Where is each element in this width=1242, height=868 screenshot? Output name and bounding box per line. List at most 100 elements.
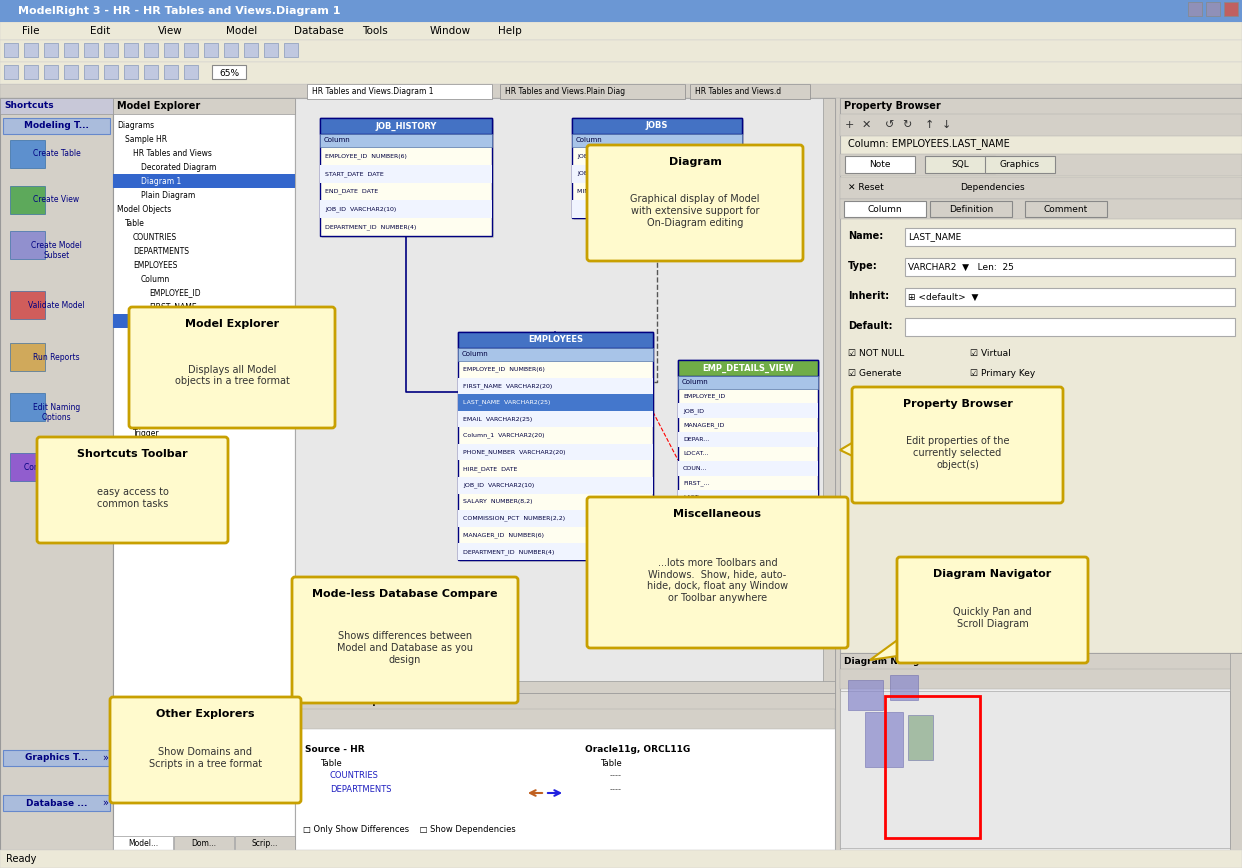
FancyBboxPatch shape [573, 118, 741, 218]
FancyBboxPatch shape [840, 98, 1242, 114]
Text: Name:: Name: [848, 231, 883, 241]
Text: HR Tables and Views.d: HR Tables and Views.d [696, 87, 781, 95]
Text: HR Tables and Views: HR Tables and Views [133, 148, 212, 157]
FancyBboxPatch shape [307, 84, 492, 99]
FancyBboxPatch shape [174, 836, 233, 850]
FancyBboxPatch shape [296, 709, 835, 729]
Text: DEPAR...: DEPAR... [683, 538, 709, 543]
Text: Graphical display of Model
with extensive support for
On-Diagram editing: Graphical display of Model with extensiv… [630, 194, 760, 227]
Text: Default:: Default: [848, 321, 893, 331]
FancyBboxPatch shape [144, 43, 158, 57]
Text: Dependencies: Dependencies [960, 183, 1025, 193]
FancyBboxPatch shape [840, 653, 1242, 669]
FancyBboxPatch shape [24, 65, 39, 79]
FancyBboxPatch shape [905, 288, 1235, 306]
Text: Source - HR: Source - HR [306, 745, 365, 753]
Text: COUNTRIES: COUNTRIES [133, 233, 178, 241]
Text: MANAGER_ID: MANAGER_ID [133, 345, 184, 353]
Text: Edit Naming: Edit Naming [32, 403, 81, 411]
Text: Diagram: Diagram [668, 157, 722, 167]
Text: DEPARTMENT_ID  NUMBER(4): DEPARTMENT_ID NUMBER(4) [325, 224, 416, 230]
FancyBboxPatch shape [296, 98, 835, 693]
Text: Mode-less Database Compare: Mode-less Database Compare [312, 589, 498, 599]
Text: Database: Database [294, 26, 344, 36]
Polygon shape [869, 641, 903, 660]
Text: Relation: Relation [133, 386, 164, 396]
FancyBboxPatch shape [573, 134, 741, 147]
FancyBboxPatch shape [458, 543, 653, 560]
FancyBboxPatch shape [124, 65, 138, 79]
Text: Property Browser: Property Browser [845, 101, 940, 111]
Text: JOB_ID  VARCHAR2(10): JOB_ID VARCHAR2(10) [325, 207, 396, 212]
FancyBboxPatch shape [458, 332, 653, 348]
Text: START_DATE  DATE: START_DATE DATE [325, 171, 384, 176]
FancyBboxPatch shape [104, 65, 118, 79]
Text: Graphics T...: Graphics T... [25, 753, 88, 762]
FancyBboxPatch shape [43, 43, 58, 57]
Text: EMPLOYEES: EMPLOYEES [133, 260, 178, 269]
Text: PHONE_NUMBER  VARCHAR2(20): PHONE_NUMBER VARCHAR2(20) [463, 450, 565, 455]
Text: MANAGER_ID: MANAGER_ID [683, 422, 724, 428]
Text: Shortcuts: Shortcuts [4, 102, 53, 110]
Text: Run Reports: Run Reports [34, 352, 79, 361]
Text: END_DATE  DATE: END_DATE DATE [325, 188, 378, 194]
Text: SALARY  NUMBER(8,2): SALARY NUMBER(8,2) [463, 499, 533, 504]
FancyBboxPatch shape [164, 43, 178, 57]
Text: Database Compare: Database Compare [713, 852, 787, 862]
Text: Column_1  VARCHAR2(20): Column_1 VARCHAR2(20) [463, 433, 544, 438]
FancyBboxPatch shape [823, 98, 835, 693]
FancyBboxPatch shape [1189, 2, 1202, 16]
FancyBboxPatch shape [265, 43, 278, 57]
FancyBboxPatch shape [104, 43, 118, 57]
FancyBboxPatch shape [10, 453, 45, 481]
Text: ☑ Generate: ☑ Generate [848, 369, 902, 378]
Text: Type:: Type: [848, 261, 878, 271]
Text: Comment: Comment [1043, 205, 1088, 214]
FancyBboxPatch shape [292, 577, 518, 703]
Text: Table: Table [125, 219, 145, 227]
FancyBboxPatch shape [84, 43, 98, 57]
Text: CITY: CITY [683, 567, 697, 572]
Text: Key Constraint: Key Constraint [133, 372, 189, 382]
Text: LAST_NAME: LAST_NAME [908, 233, 961, 241]
FancyBboxPatch shape [458, 444, 653, 461]
Text: SALAR...: SALAR... [683, 510, 709, 514]
Text: Column: EMPLOYEES.LAST_NAME: Column: EMPLOYEES.LAST_NAME [848, 139, 1010, 149]
Text: HR Tables and Views.Diagram 1: HR Tables and Views.Diagram 1 [312, 87, 433, 95]
Text: Diagrams: Diagrams [117, 121, 154, 129]
FancyBboxPatch shape [10, 231, 45, 259]
FancyBboxPatch shape [840, 154, 1242, 176]
FancyBboxPatch shape [840, 199, 1242, 219]
FancyBboxPatch shape [573, 201, 741, 218]
FancyBboxPatch shape [691, 84, 810, 99]
FancyBboxPatch shape [296, 693, 835, 850]
Text: EMAIL: EMAIL [149, 331, 173, 339]
Text: Help: Help [498, 26, 522, 36]
Text: ↺: ↺ [886, 120, 894, 130]
FancyBboxPatch shape [320, 201, 492, 218]
Text: EMP_DETAILS_VIEW: EMP_DETAILS_VIEW [702, 364, 794, 372]
Text: JOB_T...: JOB_T... [683, 552, 707, 558]
Text: Property Browser: Property Browser [903, 399, 1012, 409]
Text: LAST_NAME  VARCHAR2(25): LAST_NAME VARCHAR2(25) [463, 399, 550, 405]
Text: ☑ Virtual: ☑ Virtual [970, 348, 1011, 358]
Text: EMPLOYEE_ID: EMPLOYEE_ID [149, 288, 201, 298]
Text: DEPARTMENTS: DEPARTMENTS [133, 247, 189, 255]
FancyBboxPatch shape [1225, 2, 1238, 16]
FancyBboxPatch shape [458, 394, 653, 411]
Text: COUNTRY_NAME: COUNTRY_NAME [683, 595, 734, 602]
Text: Table: Table [600, 759, 622, 767]
FancyBboxPatch shape [840, 177, 1242, 199]
Text: REGIONS: REGIONS [125, 498, 160, 508]
Text: Column: Column [682, 379, 709, 385]
FancyBboxPatch shape [0, 98, 113, 850]
Text: Oracle11g, ORCL11G: Oracle11g, ORCL11G [585, 745, 691, 753]
Text: Ready: Ready [6, 854, 36, 864]
Text: Plain Diagram: Plain Diagram [142, 190, 195, 200]
Text: Edit properties of the
currently selected
object(s): Edit properties of the currently selecte… [905, 437, 1010, 470]
FancyBboxPatch shape [930, 201, 1012, 217]
FancyBboxPatch shape [10, 186, 45, 214]
FancyBboxPatch shape [113, 98, 296, 114]
FancyBboxPatch shape [458, 510, 653, 527]
FancyBboxPatch shape [320, 118, 492, 134]
